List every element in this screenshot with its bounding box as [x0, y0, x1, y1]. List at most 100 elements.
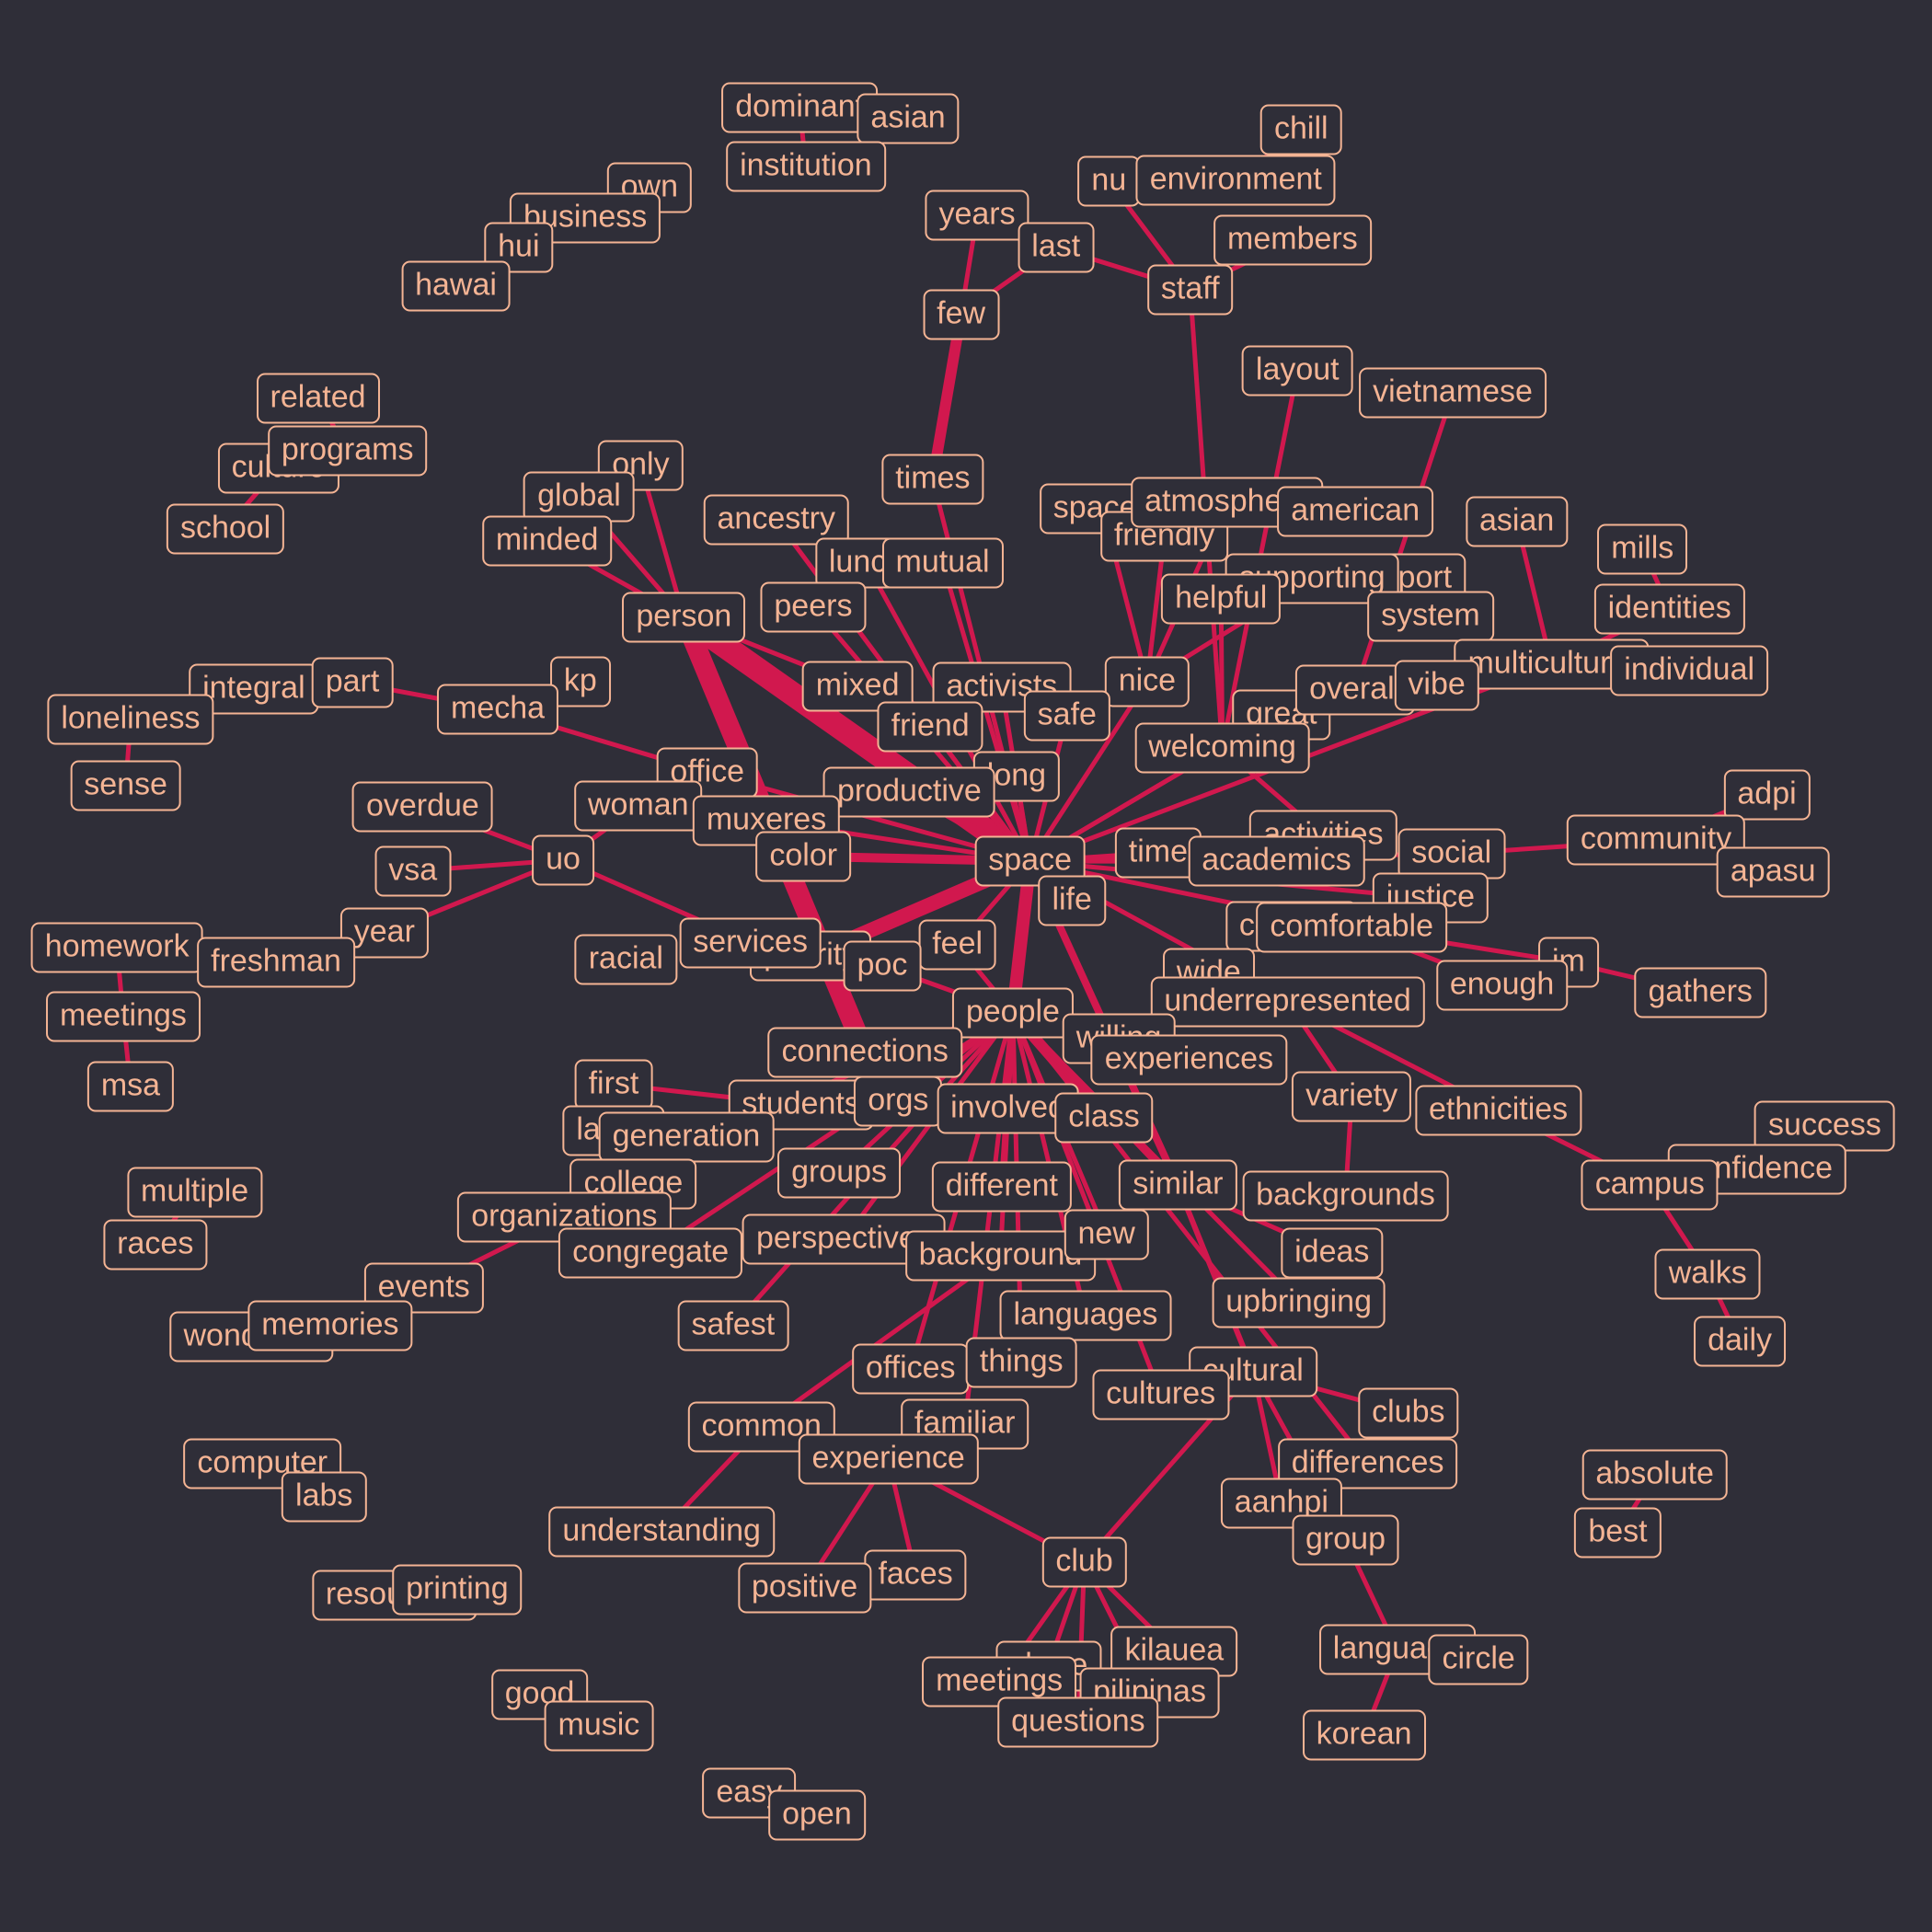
node-peers: peers: [760, 581, 867, 633]
node-services: services: [679, 917, 822, 969]
node-friend: friend: [877, 701, 983, 753]
node-mixed: mixed: [801, 661, 914, 712]
node-congregate: congregate: [558, 1227, 743, 1279]
node-apasu: apasu: [1716, 846, 1830, 898]
node-color: color: [755, 831, 852, 882]
node-helpful: helpful: [1161, 573, 1282, 625]
node-ideas: ideas: [1281, 1227, 1384, 1279]
node-groups: groups: [777, 1147, 902, 1199]
node-experiences: experiences: [1090, 1034, 1288, 1086]
node-experience: experience: [798, 1433, 979, 1485]
node-vietnamese: vietnamese: [1359, 367, 1547, 419]
node-overdue: overdue: [351, 781, 493, 833]
node-memories: memories: [247, 1300, 413, 1351]
node-life: life: [1038, 875, 1106, 926]
node-msa: msa: [86, 1061, 175, 1112]
node-success: success: [1754, 1100, 1895, 1152]
node-faces: faces: [864, 1549, 967, 1601]
node-programs: programs: [267, 425, 428, 477]
node-time: time: [1114, 827, 1202, 879]
node-american: american: [1277, 486, 1434, 537]
node-productive: productive: [822, 766, 995, 818]
node-absolute: absolute: [1581, 1449, 1728, 1501]
node-individual: individual: [1610, 645, 1769, 696]
node-environment: environment: [1135, 155, 1336, 206]
node-vibe: vibe: [1394, 660, 1479, 711]
node-things: things: [965, 1337, 1077, 1388]
node-mutual: mutual: [881, 537, 1004, 589]
node-space: space: [974, 835, 1087, 887]
node-clubs: clubs: [1358, 1387, 1459, 1439]
node-different: different: [931, 1161, 1072, 1213]
node-new: new: [1064, 1209, 1149, 1260]
node-enough: enough: [1435, 960, 1569, 1011]
node-poc: poc: [843, 940, 922, 992]
node-students: students: [728, 1079, 874, 1131]
edge-vietnamese-overall: [1352, 392, 1455, 691]
node-safest: safest: [677, 1300, 789, 1351]
node-business: business: [510, 192, 661, 244]
node-multiple: multiple: [127, 1167, 263, 1218]
node-open: open: [768, 1789, 866, 1841]
node-club: club: [1041, 1536, 1127, 1588]
node-group: group: [1292, 1514, 1399, 1566]
node-backgrounds: backgrounds: [1242, 1170, 1449, 1222]
node-best: best: [1574, 1507, 1662, 1558]
node-music: music: [544, 1700, 654, 1752]
node-person: person: [622, 592, 746, 643]
node-orgs: orgs: [854, 1075, 943, 1127]
node-circle: circle: [1428, 1634, 1529, 1685]
edge-common-background: [760, 1253, 1002, 1429]
node-class: class: [1054, 1092, 1154, 1144]
node-first: first: [574, 1059, 653, 1110]
node-similar: similar: [1119, 1159, 1237, 1211]
node-last: last: [1018, 222, 1095, 273]
node-nu: nu: [1077, 155, 1141, 207]
node-variety: variety: [1292, 1071, 1412, 1122]
node-ethnicities: ethnicities: [1414, 1085, 1582, 1136]
node-vsa: vsa: [374, 845, 452, 897]
node-part: part: [311, 657, 394, 708]
node-generation: generation: [598, 1111, 775, 1163]
node-mills: mills: [1597, 523, 1688, 575]
node-racial: racial: [574, 934, 677, 985]
node-walks: walks: [1654, 1248, 1761, 1300]
node-underrepresented: underrepresented: [1150, 976, 1425, 1028]
node-hawai: hawai: [401, 260, 511, 312]
node-daily: daily: [1694, 1316, 1787, 1367]
node-feel: feel: [918, 919, 997, 971]
node-cultures: cultures: [1092, 1369, 1230, 1420]
node-global: global: [523, 471, 635, 523]
node-safe: safe: [1023, 690, 1110, 742]
node-uo: uo: [532, 834, 594, 886]
node-nice: nice: [1104, 656, 1190, 707]
node-related: related: [256, 373, 380, 424]
edge-few-times: [926, 313, 967, 480]
node-adpi: adpi: [1723, 769, 1811, 821]
node-questions: questions: [997, 1696, 1159, 1748]
node-printing: printing: [392, 1564, 523, 1616]
node-comfortable: comfortable: [1256, 902, 1448, 953]
node-upbringing: upbringing: [1212, 1277, 1386, 1328]
node-school: school: [166, 503, 285, 555]
node-system: system: [1367, 591, 1494, 642]
node-layout: layout: [1241, 345, 1353, 397]
node-gathers: gathers: [1634, 967, 1766, 1018]
node-mecha: mecha: [437, 684, 559, 735]
node-years: years: [925, 190, 1029, 241]
node-identities: identities: [1593, 583, 1745, 635]
node-asian2: asian: [1466, 496, 1569, 547]
node-members: members: [1213, 214, 1372, 266]
node-races: races: [103, 1219, 208, 1271]
edge-space-nice: [1028, 680, 1149, 863]
node-few: few: [923, 289, 1000, 340]
node-minded: minded: [481, 515, 613, 567]
node-differences: differences: [1277, 1438, 1458, 1489]
node-times: times: [881, 454, 984, 505]
node-dominant: dominant: [721, 82, 879, 133]
node-homework: homework: [30, 922, 203, 973]
node-organizations: organizations: [457, 1191, 672, 1243]
node-languages1: languages: [999, 1290, 1172, 1341]
node-offices: offices: [851, 1343, 970, 1395]
node-social: social: [1397, 828, 1506, 880]
